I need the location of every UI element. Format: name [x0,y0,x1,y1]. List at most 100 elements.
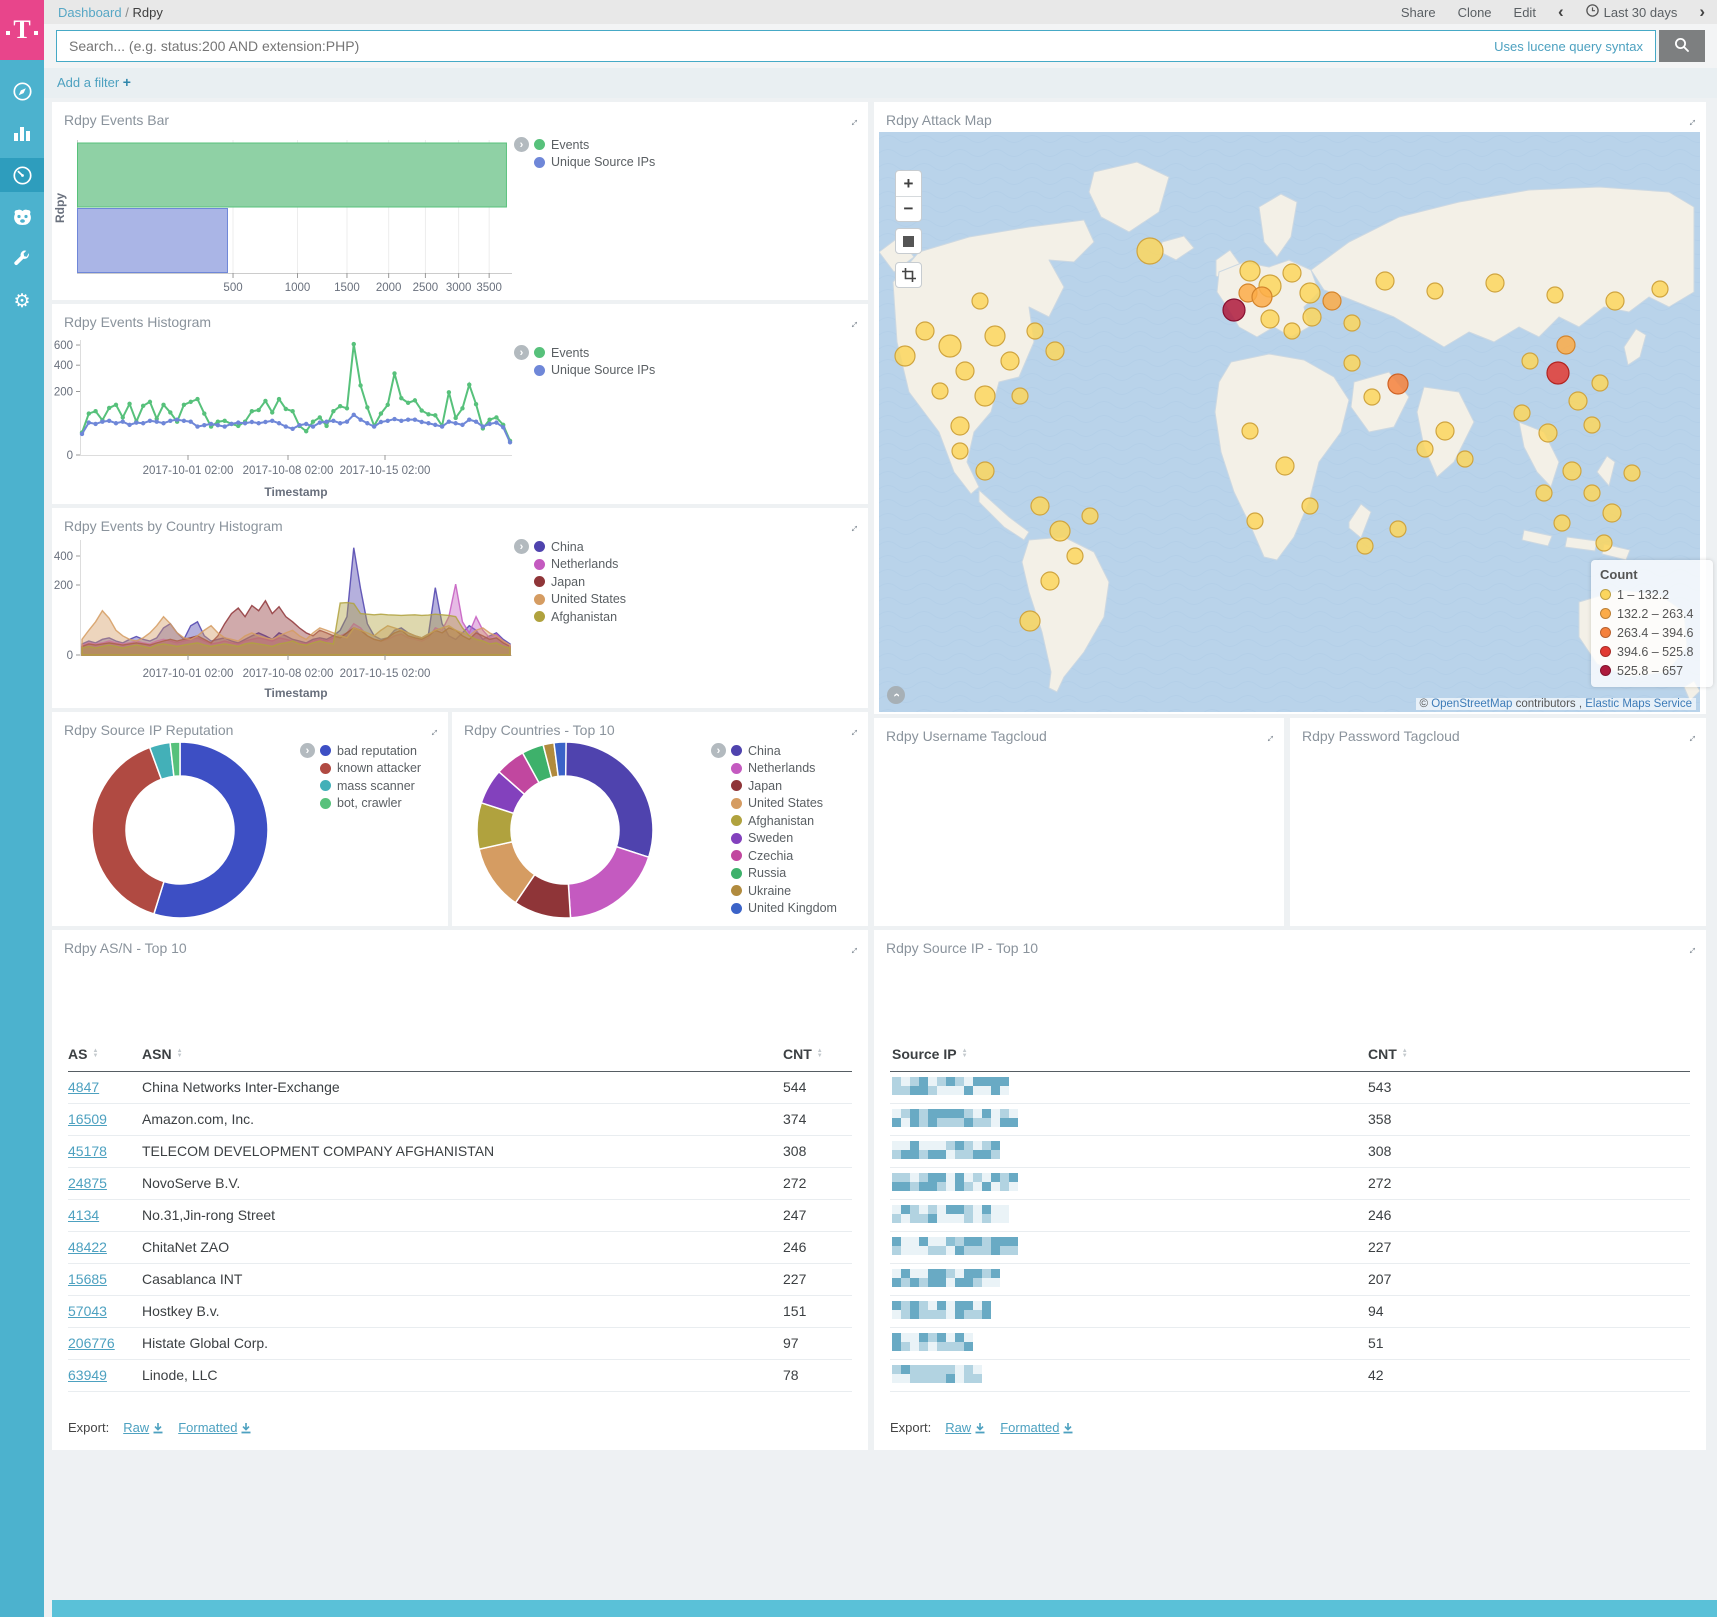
expand-panel-icon[interactable]: ↔ [1681,939,1701,959]
expand-panel-icon[interactable]: ↔ [1681,111,1701,131]
as-link[interactable]: 15685 [68,1271,107,1287]
legend-toggle-icon[interactable]: › [514,345,529,360]
attack-location-marker[interactable] [1606,292,1624,310]
share-button[interactable]: Share [1401,5,1436,20]
attack-location-marker[interactable] [916,322,934,340]
attack-location-marker[interactable] [1012,388,1028,404]
attack-location-marker[interactable] [1344,315,1360,331]
attack-location-marker[interactable] [1284,323,1300,339]
attack-location-marker[interactable] [1276,457,1294,475]
attack-location-marker[interactable] [939,335,961,357]
attack-location-marker[interactable] [1596,535,1612,551]
expand-panel-icon[interactable]: ↔ [1259,727,1279,747]
as-link[interactable]: 16509 [68,1111,107,1127]
attack-location-marker[interactable] [1592,375,1608,391]
attack-location-marker[interactable] [1522,353,1538,369]
attack-location-marker[interactable] [1539,424,1557,442]
attack-location-marker[interactable] [972,293,988,309]
search-button[interactable] [1659,30,1705,62]
attack-location-marker[interactable] [1242,423,1258,439]
edit-button[interactable]: Edit [1514,5,1536,20]
legend-toggle-icon[interactable]: › [514,137,529,152]
attack-location-marker[interactable] [1082,508,1098,524]
legend-item[interactable]: Afghanistan [534,608,626,626]
sidebar-item-dev-tools[interactable] [0,242,44,276]
attack-location-marker[interactable] [1300,283,1320,303]
attack-location-marker[interactable] [1376,272,1394,290]
attack-location-marker[interactable] [1584,417,1600,433]
attack-location-marker[interactable] [1252,287,1272,307]
map-fit-button[interactable] [895,228,922,254]
attack-location-marker[interactable] [1344,355,1360,371]
as-link[interactable]: 48422 [68,1239,107,1255]
attack-location-marker[interactable] [1569,392,1587,410]
legend-item[interactable]: Unique Source IPs [534,154,655,172]
attack-location-marker[interactable] [1020,611,1040,631]
attack-location-marker[interactable] [1547,362,1569,384]
attack-location-marker[interactable] [1584,485,1600,501]
as-link[interactable]: 45178 [68,1143,107,1159]
sidebar-item-dashboard[interactable] [0,158,44,192]
legend-item[interactable]: bad reputation [320,742,421,760]
openstreetmap-link[interactable]: OpenStreetMap [1431,698,1512,710]
as-link[interactable]: 4847 [68,1079,99,1095]
attack-location-marker[interactable] [951,417,969,435]
legend-item[interactable]: United States [731,795,837,813]
legend-toggle-icon[interactable]: › [514,539,529,554]
export-raw-link[interactable]: Raw [123,1420,164,1435]
attack-location-marker[interactable] [1067,548,1083,564]
attack-location-marker[interactable] [895,346,915,366]
legend-item[interactable]: Events [534,344,655,362]
legend-item[interactable]: United Kingdom [731,900,837,918]
attack-location-marker[interactable] [1554,515,1570,531]
attack-location-marker[interactable] [1302,498,1318,514]
column-header-as[interactable]: AS▲▼ [68,1046,98,1062]
legend-item[interactable]: Ukraine [731,882,837,900]
attack-location-marker[interactable] [1001,352,1019,370]
attack-location-marker[interactable] [1031,497,1049,515]
time-prev-button[interactable]: ‹ [1558,6,1564,18]
legend-item[interactable]: Netherlands [731,760,837,778]
telekom-logo[interactable]: T [0,0,44,60]
legend-item[interactable]: known attacker [320,760,421,778]
attack-location-marker[interactable] [1046,342,1064,360]
export-formatted-link[interactable]: Formatted [178,1420,252,1435]
attack-location-marker[interactable] [1027,323,1043,339]
lucene-syntax-link[interactable]: Uses lucene query syntax [1494,39,1643,54]
attack-location-marker[interactable] [952,443,968,459]
attack-location-marker[interactable] [1486,274,1504,292]
attack-location-marker[interactable] [1514,405,1530,421]
legend-toggle-icon[interactable]: › [711,743,726,758]
attack-location-marker[interactable] [956,362,974,380]
attack-location-marker[interactable] [1050,521,1070,541]
attack-location-marker[interactable] [1388,374,1408,394]
attack-location-marker[interactable] [1041,572,1059,590]
attack-location-marker[interactable] [975,386,995,406]
legend-item[interactable]: United States [534,591,626,609]
map-draw-filter-button[interactable] [895,262,922,288]
zoom-in-button[interactable]: + [896,171,921,196]
map-collapse-button[interactable]: › [887,686,905,704]
export-raw-link[interactable]: Raw [945,1420,986,1435]
legend-item[interactable]: Russia [731,865,837,883]
legend-item[interactable]: China [731,742,837,760]
attack-location-marker[interactable] [976,462,994,480]
attack-location-marker[interactable] [1563,462,1581,480]
attack-location-marker[interactable] [1547,287,1563,303]
as-link[interactable]: 24875 [68,1175,107,1191]
as-link[interactable]: 206776 [68,1335,115,1351]
sidebar-item-visualize[interactable] [0,116,44,150]
search-input[interactable] [57,38,1494,54]
legend-item[interactable]: bot, crawler [320,795,421,813]
attack-location-marker[interactable] [1390,521,1406,537]
attack-location-marker[interactable] [1652,281,1668,297]
legend-item[interactable]: Events [534,136,655,154]
attack-location-marker[interactable] [1364,389,1380,405]
time-range-picker[interactable]: Last 30 days [1586,4,1678,20]
as-link[interactable]: 4134 [68,1207,99,1223]
sidebar-item-management[interactable]: ⚙ [0,284,44,318]
legend-item[interactable]: Japan [731,777,837,795]
attack-location-marker[interactable] [1261,310,1279,328]
attack-location-marker[interactable] [1624,465,1640,481]
legend-item[interactable]: Czechia [731,847,837,865]
